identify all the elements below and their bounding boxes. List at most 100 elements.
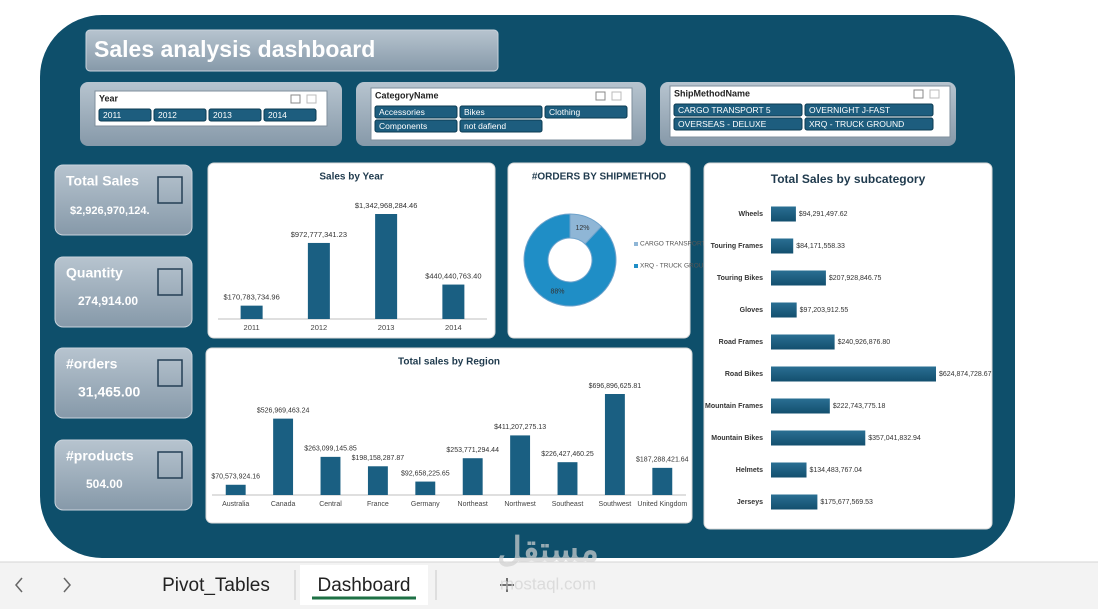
kpi-label: #products — [66, 448, 134, 464]
slicer-item[interactable] — [804, 103, 934, 117]
slicer-item[interactable] — [263, 108, 317, 122]
data-label: $253,771,294.44 — [446, 447, 499, 454]
x-tick-label: Central — [319, 501, 342, 508]
kpi-value: 504.00 — [86, 477, 123, 491]
slicer-title: Year — [99, 93, 119, 103]
slicer-item[interactable] — [459, 119, 543, 133]
data-label: $240,926,876.80 — [838, 339, 891, 346]
data-label: $92,658,225.65 — [401, 470, 450, 477]
slicer-item[interactable] — [374, 105, 458, 119]
slicer-item[interactable] — [804, 117, 934, 131]
kpi-icon — [157, 451, 183, 479]
bar — [771, 462, 807, 478]
slicer-item[interactable] — [459, 105, 543, 119]
kpi-value: 274,914.00 — [78, 294, 138, 308]
y-tick-label: Mountain Bikes — [711, 435, 763, 442]
scroll-right[interactable] — [63, 577, 71, 593]
scroll-left[interactable] — [15, 577, 23, 593]
sheet-tab[interactable]: Pivot_Tables — [162, 575, 270, 596]
slicer-item[interactable] — [673, 117, 803, 131]
y-tick-label: Touring Bikes — [717, 275, 763, 282]
x-tick-label: Southeast — [552, 501, 584, 508]
x-tick-label: Canada — [271, 501, 296, 508]
data-label: $175,677,569.53 — [820, 499, 873, 506]
y-tick-label: Road Frames — [719, 339, 763, 346]
slicer-item-label: Bikes — [464, 107, 485, 117]
bar — [442, 284, 465, 319]
slicer-item[interactable] — [673, 103, 803, 117]
slicer-clear-filter[interactable] — [306, 94, 317, 104]
slicer-item[interactable] — [98, 108, 152, 122]
legend-label: CARGO TRANSPORT 5 — [640, 241, 711, 248]
bar — [462, 458, 483, 495]
slicer-multiselect[interactable] — [595, 91, 606, 101]
data-label: $170,783,734.96 — [223, 293, 279, 302]
slicer-item-label: not dafiend — [464, 121, 506, 131]
data-label: $198,158,287.87 — [352, 455, 405, 462]
dashboard-title: Sales analysis dashboard — [94, 36, 375, 62]
slicer-item[interactable] — [208, 108, 262, 122]
data-label: $187,288,421.64 — [636, 457, 689, 464]
watermark: مستقل — [497, 531, 599, 569]
data-label: $1,342,968,284.46 — [355, 201, 418, 210]
y-tick-label: Touring Frames — [711, 243, 763, 250]
slicer-item-label: 2012 — [158, 110, 177, 120]
legend-label: XRQ - TRUCK GROUND — [640, 263, 713, 270]
chart-panel — [207, 162, 496, 339]
x-tick-label: 2012 — [311, 323, 328, 332]
bar — [771, 270, 826, 286]
data-label: $972,777,341.23 — [291, 230, 347, 239]
slicer-item-label: XRQ - TRUCK GROUND — [809, 119, 904, 129]
data-label: $97,203,912.55 — [800, 307, 849, 314]
slicer-item-label: OVERNIGHT J-FAST — [809, 105, 890, 115]
slicer-item-label: CARGO TRANSPORT 5 — [678, 105, 771, 115]
chart-panel — [703, 162, 993, 530]
slicer-item-label: 2014 — [268, 110, 287, 120]
kpi-value: 31,465.00 — [78, 384, 140, 400]
kpi-label: Total Sales — [66, 173, 139, 189]
x-tick-label: Northwest — [504, 501, 536, 508]
data-label: $226,427,460.25 — [541, 451, 594, 458]
slicer-multiselect[interactable] — [913, 89, 924, 99]
y-tick-label: Helmets — [736, 467, 763, 474]
y-tick-label: Road Bikes — [725, 371, 763, 378]
x-tick-label: 2014 — [445, 323, 462, 332]
x-tick-label: Northeast — [458, 501, 488, 508]
slicer-item-label: 2013 — [213, 110, 232, 120]
slicer-multiselect[interactable] — [290, 94, 301, 104]
chart-title: #ORDERS BY SHIPMETHOD — [532, 172, 666, 183]
bar — [510, 435, 531, 495]
data-label: $440,440,763.40 — [425, 272, 481, 281]
kpi-label: #orders — [66, 356, 118, 372]
bar — [771, 206, 796, 222]
slicer-item[interactable] — [153, 108, 207, 122]
slicer-clear-filter[interactable] — [611, 91, 622, 101]
bar — [771, 334, 835, 350]
bar — [771, 238, 794, 254]
data-label: $526,969,463.24 — [257, 407, 310, 414]
slicer-title: CategoryName — [375, 90, 439, 100]
data-label: $70,573,924.16 — [211, 474, 260, 481]
slicer-item-label: Components — [379, 121, 427, 131]
slicer-clear-filter[interactable] — [929, 89, 940, 99]
data-label: $696,896,625.81 — [589, 383, 642, 390]
x-tick-label: Australia — [222, 501, 249, 508]
slicer-title: ShipMethodName — [674, 88, 750, 98]
y-tick-label: Wheels — [738, 211, 763, 218]
data-label: $134,483,767.04 — [810, 467, 863, 474]
data-label: $222,743,775.18 — [833, 403, 886, 410]
donut-slice — [523, 213, 617, 307]
bar — [557, 462, 578, 495]
sheet-tab[interactable]: Dashboard — [318, 575, 411, 596]
data-label: $411,207,275.13 — [494, 424, 546, 431]
slicer-item-label: Accessories — [379, 107, 425, 117]
bar — [771, 494, 818, 510]
bar — [225, 484, 246, 495]
kpi-value: $2,926,970,124. — [70, 205, 150, 217]
data-label: $624,874,728.67 — [939, 371, 992, 378]
slicer-item[interactable] — [544, 105, 628, 119]
slicer-item[interactable] — [374, 119, 458, 133]
kpi-icon — [157, 176, 183, 204]
tab-bar — [0, 562, 1098, 609]
